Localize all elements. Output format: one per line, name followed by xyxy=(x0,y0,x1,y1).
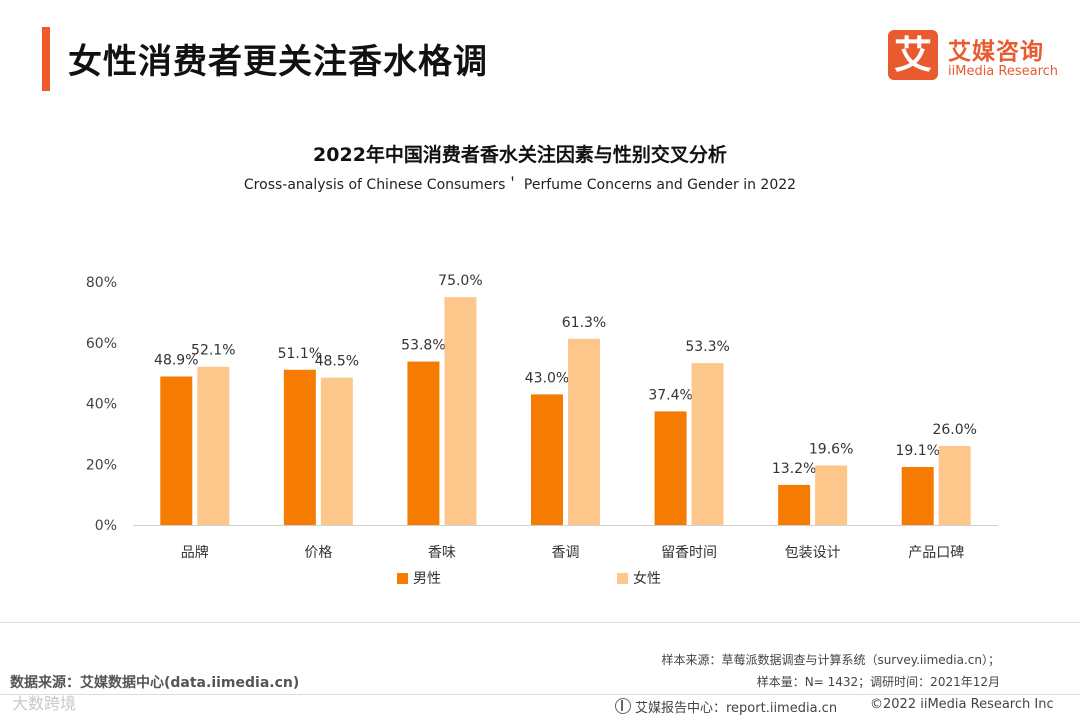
report-center-text: 艾媒报告中心：report.iimedia.cn xyxy=(635,701,838,716)
bar-female xyxy=(320,377,353,525)
bar-male xyxy=(901,466,934,525)
y-tick-label: 60% xyxy=(86,336,117,352)
x-tick-label: 留香时间 xyxy=(661,545,717,561)
data-label-female: 26.0% xyxy=(932,422,976,438)
bar-female xyxy=(197,366,230,525)
bar-female xyxy=(691,363,724,525)
data-label-male: 48.9% xyxy=(154,352,198,368)
sample-source-note: 样本来源：草莓派数据调查与计算系统（survey.iimedia.cn）； xyxy=(661,653,1000,667)
bar-female xyxy=(568,338,600,525)
watermark: 大数跨境 xyxy=(12,694,77,713)
x-tick-label: 包装设计 xyxy=(785,545,841,561)
data-label-male: 13.2% xyxy=(772,461,816,477)
bar-male xyxy=(654,411,687,525)
data-label-male: 53.8% xyxy=(401,338,445,354)
data-label-male: 51.1% xyxy=(278,346,322,362)
data-label-female: 75.0% xyxy=(438,273,482,289)
report-icon xyxy=(615,698,631,714)
bar-male xyxy=(531,394,563,525)
chart-subtitle: Cross-analysis of Chinese Consumers＇ Per… xyxy=(243,177,797,193)
legend-label-male: 男性 xyxy=(413,571,441,587)
y-tick-label: 80% xyxy=(86,275,117,291)
data-label-male: 19.1% xyxy=(895,443,939,459)
x-tick-label: 价格 xyxy=(304,545,332,561)
x-tick-label: 品牌 xyxy=(181,544,209,561)
legend-label-female: 女性 xyxy=(633,571,661,587)
y-tick-label: 40% xyxy=(86,397,117,413)
bar-male xyxy=(283,369,316,525)
report-center-link[interactable]: 艾媒报告中心：report.iimedia.cn xyxy=(615,697,837,716)
data-label-female: 52.1% xyxy=(191,343,235,359)
legend-swatch-female xyxy=(617,573,628,584)
data-label-female: 61.3% xyxy=(562,315,606,331)
x-tick-label: 香味 xyxy=(428,545,456,561)
title-accent-bar xyxy=(42,27,50,91)
bar-male xyxy=(778,484,811,525)
legend-swatch-male xyxy=(397,573,408,584)
legend-item-male: 男性 xyxy=(397,568,441,588)
sample-size-note: 样本量：N= 1432；调研时间：2021年12月 xyxy=(756,675,1000,689)
data-source: 数据来源：艾媒数据中心(data.iimedia.cn) xyxy=(10,675,300,691)
data-label-female: 19.6% xyxy=(809,441,853,457)
divider-bottom xyxy=(0,694,1080,695)
page-title: 女性消费者更关注香水格调 xyxy=(68,42,488,82)
y-tick-label: 0% xyxy=(95,518,117,534)
bar-male xyxy=(407,361,440,525)
logo-name-en: iiMedia Research xyxy=(948,64,1059,79)
brand-logo: 艾 艾媒咨询 iiMedia Research xyxy=(888,30,1068,86)
y-tick-label: 20% xyxy=(86,457,117,473)
bar-male xyxy=(160,376,193,525)
chart-title: 2022年中国消费者香水关注因素与性别交叉分析 xyxy=(313,144,727,166)
legend-item-female: 女性 xyxy=(617,568,661,588)
data-label-male: 37.4% xyxy=(648,387,692,403)
bar-female xyxy=(938,446,971,525)
logo-glyph: 艾 xyxy=(888,30,938,80)
bar-female xyxy=(444,297,477,525)
divider-top xyxy=(0,622,1080,623)
bar-female xyxy=(815,465,848,525)
data-label-female: 53.3% xyxy=(685,339,729,355)
copyright: ©2022 iiMedia Research Inc xyxy=(870,697,1054,712)
x-tick-label: 产品口碑 xyxy=(908,545,964,561)
x-tick-label: 香调 xyxy=(552,545,580,561)
logo-name-cn: 艾媒咨询 xyxy=(948,39,1044,65)
data-label-male: 43.0% xyxy=(525,370,569,386)
data-label-female: 48.5% xyxy=(315,354,359,370)
